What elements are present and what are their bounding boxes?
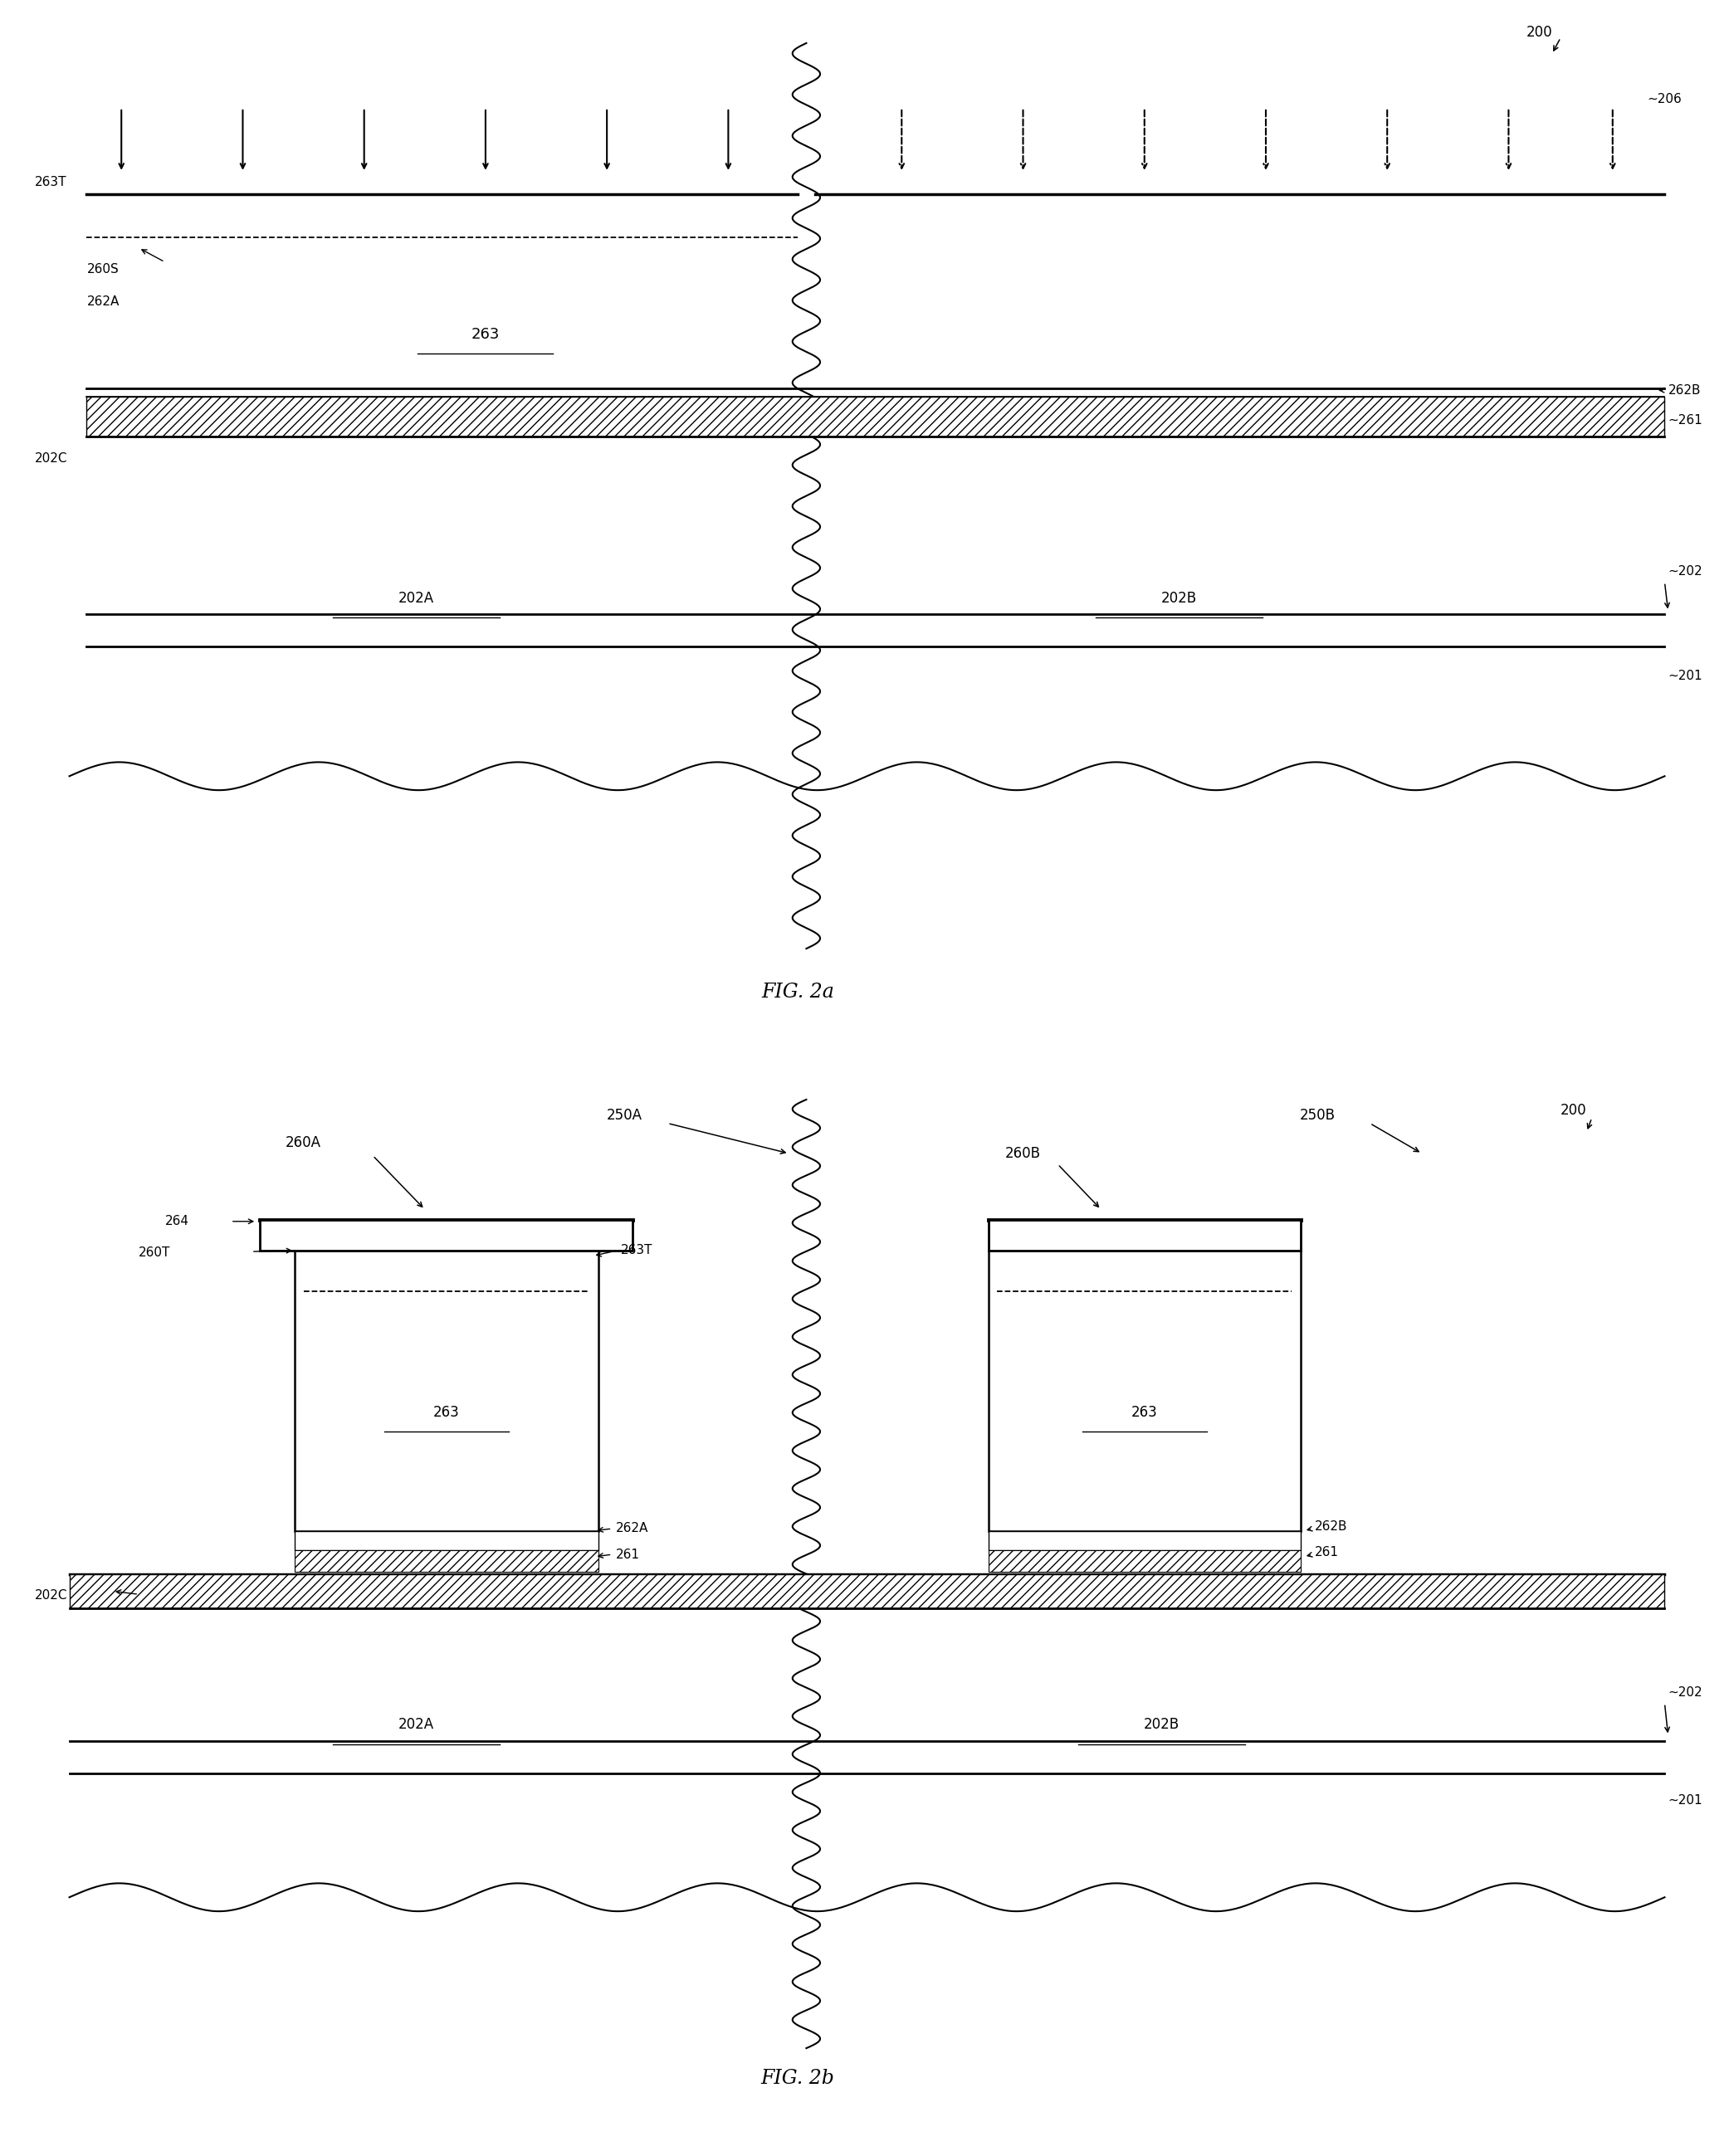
- Bar: [988, 1531, 1300, 1550]
- Text: 202A: 202A: [399, 1718, 434, 1731]
- Text: 260S: 260S: [87, 263, 120, 276]
- Text: 263: 263: [434, 1406, 460, 1419]
- Text: 202C: 202C: [35, 1589, 68, 1602]
- Text: 260B: 260B: [1006, 1147, 1040, 1160]
- Bar: [988, 1550, 1300, 1572]
- Text: ~202: ~202: [1668, 1686, 1703, 1699]
- Text: 262A: 262A: [87, 295, 120, 308]
- Text: 262B: 262B: [1668, 384, 1701, 397]
- Text: FIG. 2b: FIG. 2b: [761, 2070, 834, 2087]
- Text: 250B: 250B: [1300, 1108, 1335, 1123]
- Text: 250A: 250A: [607, 1108, 642, 1123]
- Text: 262B: 262B: [1314, 1520, 1347, 1533]
- Text: 263: 263: [472, 328, 499, 341]
- Text: 263: 263: [1131, 1406, 1158, 1419]
- Text: FIG. 2a: FIG. 2a: [761, 983, 834, 1000]
- Text: 263T: 263T: [35, 177, 66, 190]
- Bar: [295, 1550, 598, 1572]
- Text: 261: 261: [616, 1548, 640, 1561]
- Text: ~202: ~202: [1668, 565, 1703, 578]
- Text: ~201: ~201: [1668, 671, 1703, 681]
- Text: 264: 264: [165, 1216, 189, 1227]
- Text: ~206: ~206: [1647, 93, 1682, 106]
- Text: 263T: 263T: [621, 1244, 652, 1257]
- Text: 202C: 202C: [35, 453, 68, 464]
- Text: 202A: 202A: [399, 591, 434, 606]
- Text: 200: 200: [1526, 26, 1552, 39]
- Bar: [295, 1531, 598, 1550]
- Text: 260A: 260A: [286, 1136, 321, 1149]
- Text: 202B: 202B: [1162, 591, 1196, 606]
- Text: 261: 261: [1314, 1546, 1339, 1559]
- Text: 260T: 260T: [139, 1246, 170, 1259]
- Text: ~261: ~261: [1668, 414, 1703, 427]
- Text: 202B: 202B: [1144, 1718, 1179, 1731]
- Polygon shape: [988, 1220, 1300, 1250]
- Bar: [87, 397, 1665, 438]
- Text: ~201: ~201: [1668, 1794, 1703, 1807]
- Text: 262A: 262A: [616, 1522, 649, 1535]
- Bar: [295, 1250, 598, 1531]
- Bar: [69, 1574, 1665, 1608]
- Text: 200: 200: [1561, 1104, 1587, 1117]
- Polygon shape: [260, 1220, 633, 1250]
- Bar: [988, 1250, 1300, 1531]
